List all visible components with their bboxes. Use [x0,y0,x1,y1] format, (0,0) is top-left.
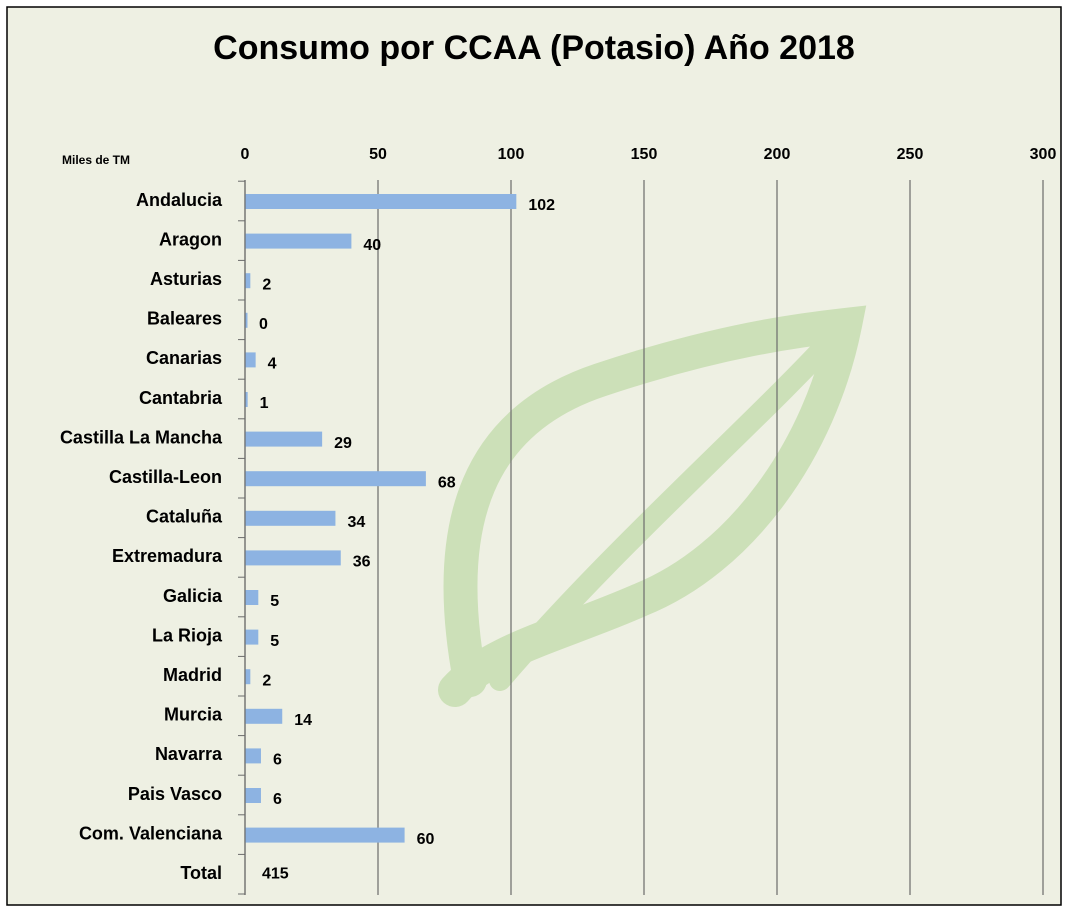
y-tick-label: Com. Valenciana [79,823,223,843]
x-tick-label: 150 [631,146,658,163]
data-label: 6 [273,752,282,769]
chart-background [7,7,1061,905]
data-label: 29 [334,435,352,452]
data-label: 6 [273,791,282,808]
y-tick-label: Galicia [163,586,223,606]
data-label: 14 [294,712,312,729]
y-tick-label: Canarias [146,348,222,368]
y-tick-label: Madrid [163,665,222,685]
bar [245,590,258,605]
bar [245,828,405,843]
bar [245,511,335,526]
data-label: 5 [270,593,279,610]
chart-title: Consumo por CCAA (Potasio) Año 2018 [213,29,855,67]
y-tick-label: Aragon [159,229,222,249]
x-tick-label: 200 [764,146,791,163]
y-tick-label: Cataluña [146,507,223,527]
total-label: Total [180,863,222,883]
data-label: 1 [260,395,269,412]
data-label: 102 [528,197,555,214]
bar [245,234,351,249]
data-label: 5 [270,633,279,650]
bar [245,748,261,763]
y-tick-label: Cantabria [139,388,223,408]
bar [245,194,516,209]
data-label: 4 [268,356,277,373]
data-label: 0 [259,316,268,333]
x-tick-label: 0 [241,146,250,163]
y-tick-label: Navarra [155,744,223,764]
data-label: 2 [262,672,271,689]
total-value: 415 [262,865,289,882]
data-label: 34 [347,514,365,531]
y-tick-label: Extremadura [112,546,223,566]
unit-label: Miles de TM [62,153,130,167]
data-label: 60 [417,831,435,848]
y-tick-label: Andalucia [136,190,223,210]
x-tick-label: 100 [498,146,525,163]
bar [245,669,250,684]
bar [245,630,258,645]
data-label: 36 [353,554,371,571]
bar [245,352,256,367]
x-tick-label: 50 [369,146,387,163]
page: {"chart_data": {"type": "bar", "orientat… [0,0,1068,906]
y-tick-label: La Rioja [152,625,223,645]
bar [245,709,282,724]
bar [245,550,341,565]
y-tick-label: Castilla La Mancha [60,427,223,447]
x-tick-label: 250 [897,146,924,163]
bar [245,432,322,447]
bar [245,471,426,486]
x-tick-label: 300 [1030,146,1057,163]
y-tick-label: Baleares [147,309,222,329]
bar [245,788,261,803]
data-label: 68 [438,474,456,491]
y-tick-label: Asturias [150,269,222,289]
data-label: 2 [262,276,271,293]
y-tick-label: Murcia [164,705,223,725]
y-tick-label: Pais Vasco [128,784,222,804]
bar [245,273,250,288]
y-tick-label: Castilla-Leon [109,467,222,487]
chart: Consumo por CCAA (Potasio) Año 2018 Mile… [0,0,1068,906]
data-label: 40 [363,237,381,254]
